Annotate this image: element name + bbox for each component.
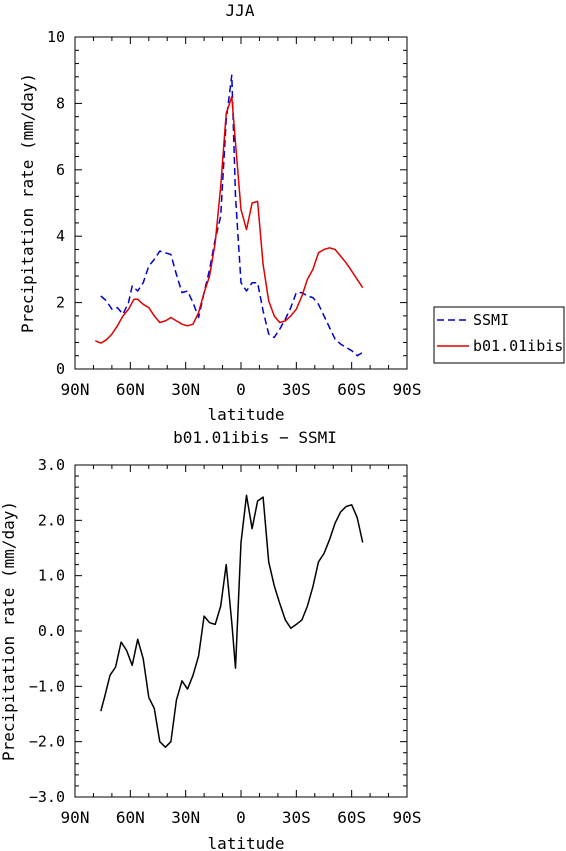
bottom-x-tick-label: 60N [116, 808, 145, 827]
top-x-tick-label: 30N [171, 380, 200, 399]
bottom-x-tick-label: 60S [337, 808, 366, 827]
bottom-x-tick-label: 90S [393, 808, 422, 827]
bottom-y-tick-label: 3.0 [38, 456, 65, 474]
legend-frame [433, 306, 565, 364]
bottom-plot-frame [74, 464, 408, 798]
top-x-tick-label: 90S [393, 380, 422, 399]
top-y-axis-label: Precipitation rate (mm/day) [18, 73, 37, 333]
top-chart-title: JJA [226, 1, 255, 20]
top-y-tick-label: 8 [56, 94, 65, 112]
bottom-y-tick-label: −1.0 [29, 677, 65, 695]
bottom-x-tick-label: 90N [61, 808, 90, 827]
bottom-y-tick-label: 0.0 [38, 622, 65, 640]
ssmi-line [100, 74, 364, 357]
top-y-tick-label: 2 [56, 294, 65, 312]
top-x-axis-label: latitude [207, 405, 284, 424]
top-y-tick-label: 4 [56, 227, 65, 245]
top-y-tick-label: 6 [56, 161, 65, 179]
bottom-y-tick-label: −3.0 [29, 788, 65, 806]
top-x-tick-label: 0 [236, 380, 246, 399]
b01-01ibis-line [95, 96, 364, 344]
top-y-tick-label: 0 [56, 360, 65, 378]
bottom-y-axis-label: Precipitation rate (mm/day) [0, 501, 18, 761]
top-axis-ticks: 90N 60N 30N 0 30S 60S 90S 0 2 4 6 8 10 [47, 28, 422, 399]
bottom-series-lines [100, 494, 364, 748]
bottom-y-tick-label: 1.0 [38, 567, 65, 585]
top-series-lines [95, 74, 364, 357]
bottom-x-tick-label: 30N [171, 808, 200, 827]
bottom-y-tick-label: −2.0 [29, 733, 65, 751]
bottom-x-tick-label: 0 [236, 808, 246, 827]
bottom-y-tick-label: 2.0 [38, 511, 65, 529]
bottom-x-tick-label: 30S [282, 808, 311, 827]
bottom-difference-line [100, 494, 364, 748]
top-x-tick-label: 60N [116, 380, 145, 399]
top-y-tick-label: 10 [47, 28, 65, 46]
top-x-tick-label: 60S [337, 380, 366, 399]
legend-label-ssmi: SSMI [473, 311, 509, 329]
bottom-axis-ticks: 90N 60N 30N 0 30S 60S 90S −3.0 −2.0 −1.0 0.0 1.0 2.0… [29, 456, 422, 827]
bottom-panel: b01.01ibis − SSMI 90N 60N 30N 0 30S 60S 90S −3.… [0, 428, 421, 851]
top-x-tick-label: 30S [282, 380, 311, 399]
top-x-tick-label: 90N [61, 380, 90, 399]
bottom-x-axis-label: latitude [207, 834, 284, 851]
legend-label-b01-01ibis: b01.01ibis [473, 337, 563, 355]
legend: SSMI b01.01ibis [433, 306, 565, 364]
bottom-chart-title: b01.01ibis − SSMI [173, 428, 337, 447]
